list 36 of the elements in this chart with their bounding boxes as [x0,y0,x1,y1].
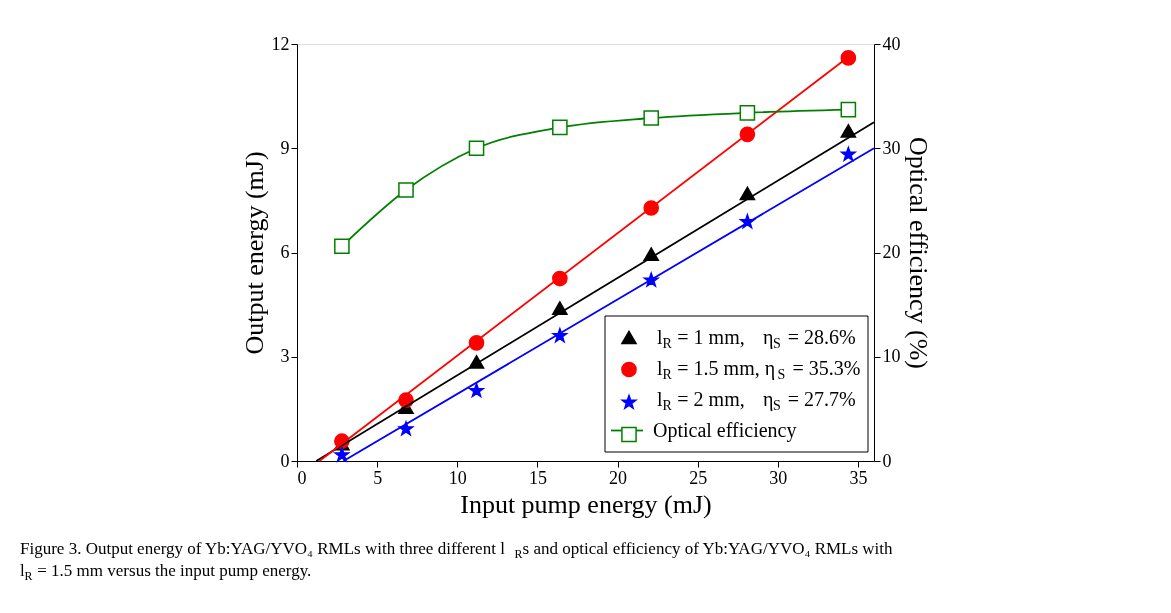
y-tick-label: 12 [271,33,290,54]
x-tick-label: 20 [609,467,628,488]
y-tick-label: 3 [280,346,290,367]
point [643,272,659,287]
point [334,238,350,255]
point [840,146,856,161]
x-tick-label: 15 [528,467,547,488]
point [334,447,350,462]
point [840,124,857,138]
point [468,140,485,157]
y2-tick-label: 40 [882,33,901,54]
x-tick-label: 10 [448,467,467,488]
y-tick-label: 0 [280,450,290,471]
x-tick-label: 35 [849,467,868,488]
y2-tick-label: 30 [882,137,901,158]
x-tick-label: 25 [689,467,708,488]
y-tick-label: 6 [280,242,290,262]
y-tick-label: 9 [280,137,290,158]
point [552,119,568,136]
point [469,382,484,398]
point [552,328,568,343]
y2-tick-label: 0 [882,450,892,471]
point [840,101,857,118]
point [739,104,756,121]
point [398,182,414,198]
y2-tick-label: 20 [882,242,901,262]
x-tick-label: 30 [769,467,788,488]
y-axis-title: Output energy (mJ) [239,151,269,355]
x-tick-label: 0 [297,467,307,488]
y2-axis-title: Optical efficiency (%) [903,137,933,369]
point [643,110,660,126]
y2-tick-label: 10 [882,346,901,367]
x-axis-title: Input pump energy (mJ) [460,489,712,519]
point [398,421,414,436]
legend-label: Optical efficiency [653,418,797,442]
x-tick-label: 5 [373,467,383,488]
